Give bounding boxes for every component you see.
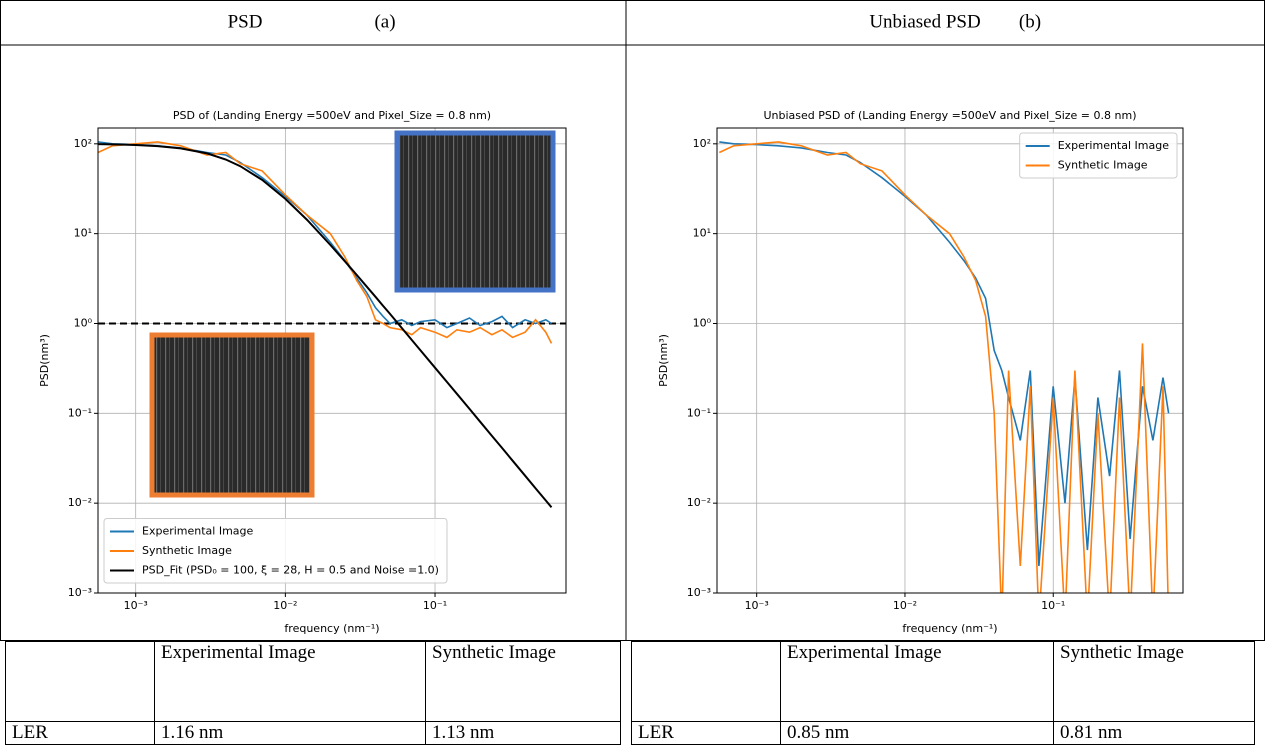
y-tick-label: 10⁻² — [68, 496, 92, 509]
chart-title: PSD of (Landing Energy =500eV and Pixel_… — [173, 109, 491, 122]
panel-label: (a) — [374, 11, 395, 32]
series-line — [98, 141, 552, 329]
cell: Experimental Image — [154, 641, 426, 722]
panel-title: Unbiased PSD — [869, 11, 980, 32]
x-tick-label: 10⁻² — [893, 599, 917, 612]
y-tick-label: 10⁻¹ — [687, 406, 711, 419]
table: Experimental Image Synthetic Image LER 0.8… — [631, 641, 1255, 745]
y-tick-label: 10² — [693, 137, 711, 150]
y-tick-label: 10⁻³ — [687, 586, 711, 599]
x-tick-label: 10⁻² — [273, 599, 297, 612]
x-tick-label: 10⁻³ — [745, 599, 769, 612]
cell: Synthetic Image — [1053, 641, 1255, 722]
legend-box — [103, 518, 448, 584]
legend-label: Experimental Image — [142, 525, 254, 538]
series-line — [98, 143, 553, 508]
y-tick-label: 10⁰ — [74, 316, 93, 329]
y-tick-label: 10⁻³ — [68, 586, 92, 599]
legend-label: PSD_Fit (PSD₀ = 100, ξ = 28, H = 0.5 and… — [142, 564, 439, 577]
axes-frame — [716, 127, 1184, 594]
x-axis-label: frequency (nm⁻¹) — [284, 622, 379, 635]
cell: 0.85 nm — [780, 721, 1054, 745]
chart: 10⁻³ 10⁻² 10⁻¹ 10⁻³ 10⁻² 10⁻¹ 10⁰ 10¹ 10² PSD of … — [38, 109, 567, 635]
panel-label: (b) — [1019, 11, 1041, 32]
cell: Experimental Image — [780, 641, 1054, 722]
cell: 1.16 nm — [154, 721, 426, 745]
y-axis-label: PSD(nm³) — [657, 334, 670, 387]
y-axis-label: PSD(nm³) — [38, 334, 51, 387]
legend-label: Experimental Image — [1058, 139, 1170, 152]
table: Experimental Image Synthetic Image LER 1.1… — [5, 641, 621, 745]
y-tick-label: 10² — [74, 137, 92, 150]
plot-area — [98, 141, 566, 508]
cell: 0.81 nm — [1053, 721, 1255, 745]
y-tick-label: 10¹ — [74, 227, 92, 240]
chart-title: Unbiased PSD of (Landing Energy =500eV a… — [764, 109, 1137, 122]
x-tick-label: 10⁻³ — [124, 599, 148, 612]
panel-title: PSD — [228, 11, 263, 32]
axes-frame — [97, 127, 567, 594]
y-tick-label: 10⁻² — [687, 496, 711, 509]
x-tick-label: 10⁻¹ — [1041, 599, 1065, 612]
cell: LER — [5, 721, 155, 745]
chart: 10⁻³ 10⁻² 10⁻¹ 10⁻³ 10⁻² 10⁻¹ 10⁰ 10¹ 10² Unbiase… — [657, 109, 1184, 635]
legend-box — [1019, 132, 1178, 179]
figure: PSD (a) Unbiased PSD (b) 10⁻³ 10⁻² 10⁻¹10⁻… — [0, 0, 1265, 641]
series-line — [718, 141, 1169, 593]
inset-image — [149, 332, 315, 498]
y-tick-label: 10¹ — [693, 227, 711, 240]
x-tick-label: 10⁻¹ — [423, 599, 447, 612]
cell — [631, 641, 781, 722]
x-axis-label: frequency (nm⁻¹) — [902, 622, 997, 635]
y-tick-label: 10⁰ — [693, 316, 712, 329]
legend-label: Synthetic Image — [142, 544, 232, 557]
cell: LER — [631, 721, 781, 745]
cell — [5, 641, 155, 722]
y-tick-label: 10⁻¹ — [68, 406, 92, 419]
series-line — [719, 141, 1170, 567]
series-line — [98, 141, 553, 344]
plot-area — [718, 141, 1170, 593]
cell: 1.13 nm — [425, 721, 621, 745]
cell: Synthetic Image — [425, 641, 621, 722]
legend-label: Synthetic Image — [1058, 159, 1148, 172]
inset-image — [394, 130, 556, 293]
